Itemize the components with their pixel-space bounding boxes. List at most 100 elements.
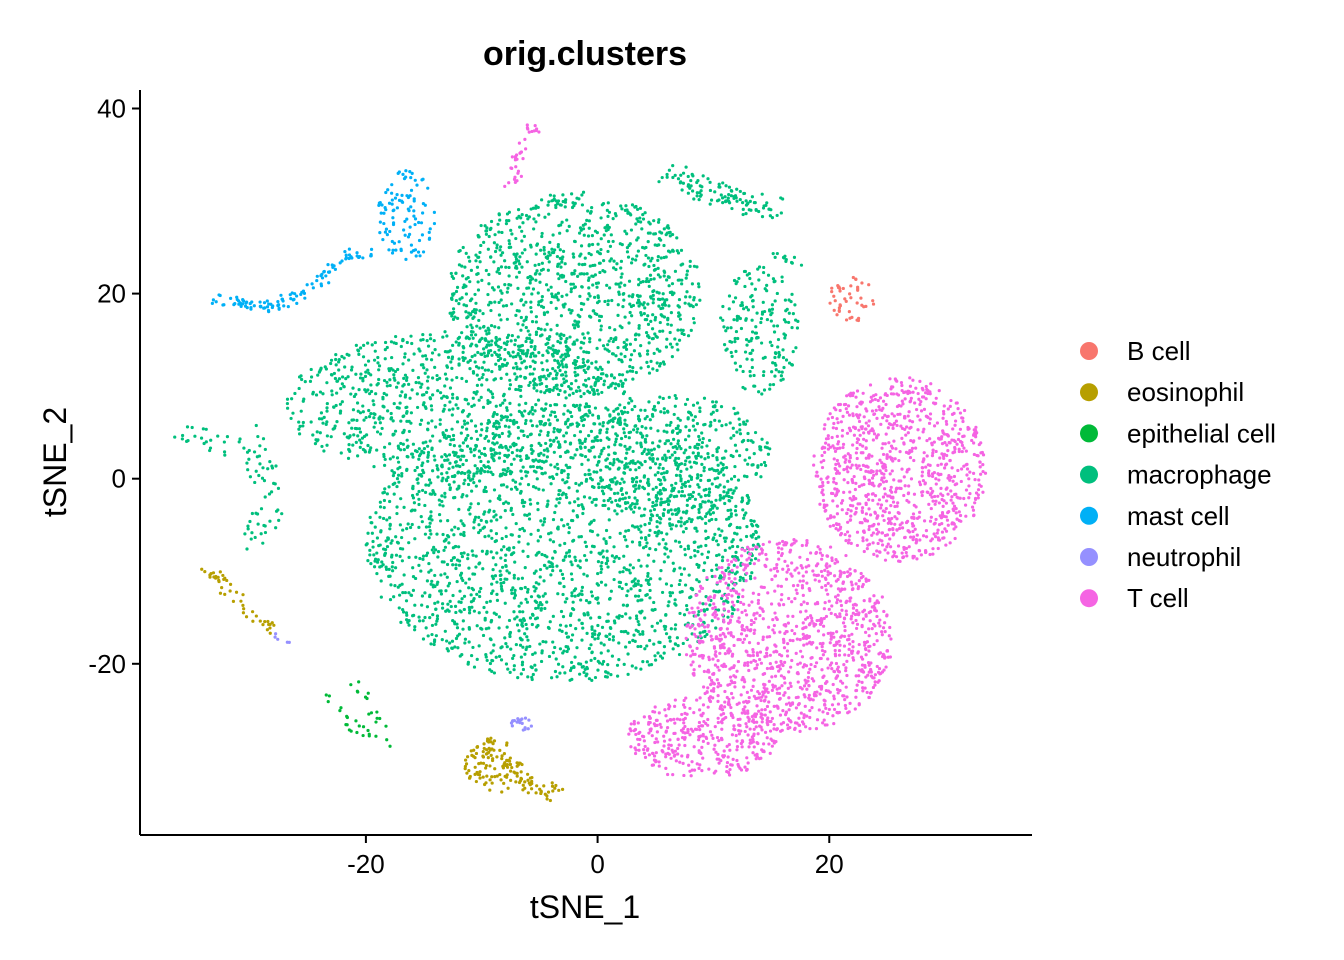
data-point	[349, 368, 354, 372]
data-point	[679, 572, 684, 576]
data-point	[269, 490, 274, 494]
data-point	[505, 406, 509, 410]
data-point	[396, 541, 400, 545]
data-point	[523, 421, 528, 426]
data-point	[740, 496, 744, 500]
data-point	[726, 615, 730, 619]
data-point	[495, 246, 499, 250]
data-point	[214, 574, 218, 579]
data-point	[634, 370, 638, 375]
data-point	[434, 607, 438, 612]
data-point	[568, 668, 573, 673]
data-point	[746, 431, 750, 436]
data-point	[697, 507, 701, 512]
data-point	[654, 485, 658, 489]
data-point	[457, 507, 461, 511]
data-point	[558, 543, 562, 547]
data-point	[516, 286, 520, 290]
data-point	[567, 486, 571, 490]
data-point	[448, 386, 453, 390]
data-point	[542, 374, 546, 378]
data-point	[775, 324, 780, 328]
data-point	[361, 355, 366, 359]
data-point	[647, 284, 651, 288]
data-point	[730, 189, 734, 193]
data-point	[551, 367, 555, 371]
data-point	[467, 605, 471, 610]
data-point	[718, 576, 722, 580]
data-point	[729, 350, 733, 355]
data-point	[756, 524, 760, 528]
data-point	[514, 313, 518, 317]
data-point	[674, 539, 678, 543]
data-point	[676, 304, 680, 308]
data-point	[383, 547, 388, 552]
data-point	[561, 614, 566, 619]
data-point	[659, 619, 663, 623]
data-point	[417, 381, 421, 385]
data-point	[605, 427, 609, 431]
data-point	[372, 425, 376, 429]
data-point	[369, 383, 373, 387]
data-point	[683, 547, 687, 551]
data-point	[534, 486, 538, 490]
data-point	[647, 341, 651, 345]
data-point	[587, 286, 591, 290]
data-point	[705, 512, 709, 516]
data-point	[573, 594, 577, 598]
data-point	[769, 208, 773, 212]
data-point	[663, 627, 667, 631]
data-point	[543, 606, 547, 611]
data-point	[557, 501, 561, 505]
data-point	[571, 201, 575, 205]
data-point	[322, 449, 326, 453]
data-point	[606, 671, 610, 675]
data-point	[732, 278, 737, 283]
data-point	[407, 382, 411, 386]
data-point	[377, 368, 381, 372]
data-point	[614, 336, 618, 340]
data-point	[582, 417, 587, 422]
data-point	[518, 262, 522, 266]
data-point	[653, 658, 658, 662]
data-point	[664, 582, 669, 586]
data-point	[565, 635, 570, 639]
data-point	[720, 529, 724, 533]
data-point	[494, 419, 498, 423]
data-point	[656, 429, 660, 433]
data-point	[626, 589, 630, 593]
data-point	[526, 778, 530, 782]
data-point	[518, 491, 523, 495]
data-point	[498, 337, 502, 341]
data-point	[390, 569, 395, 573]
data-point	[639, 432, 643, 436]
data-point	[382, 454, 386, 459]
data-point	[374, 734, 378, 738]
data-point	[378, 421, 382, 425]
data-point	[472, 526, 476, 530]
data-point	[550, 784, 555, 788]
data-point	[725, 347, 729, 351]
data-point	[583, 667, 587, 672]
data-point	[539, 390, 543, 394]
data-point	[771, 382, 776, 387]
data-point	[548, 438, 552, 442]
data-point	[648, 273, 653, 277]
data-point	[534, 581, 538, 585]
data-point	[395, 484, 399, 489]
data-point	[721, 555, 725, 559]
data-point	[745, 494, 749, 498]
data-point	[401, 528, 405, 532]
data-point	[454, 563, 458, 567]
data-point	[533, 345, 537, 349]
data-point	[357, 352, 361, 356]
data-point	[428, 439, 432, 443]
data-point	[358, 376, 363, 380]
data-point	[573, 363, 578, 367]
data-point	[576, 564, 580, 568]
data-point	[830, 289, 834, 294]
data-point	[528, 616, 533, 620]
data-point	[628, 563, 632, 567]
data-point	[382, 378, 387, 383]
data-point	[576, 355, 580, 360]
